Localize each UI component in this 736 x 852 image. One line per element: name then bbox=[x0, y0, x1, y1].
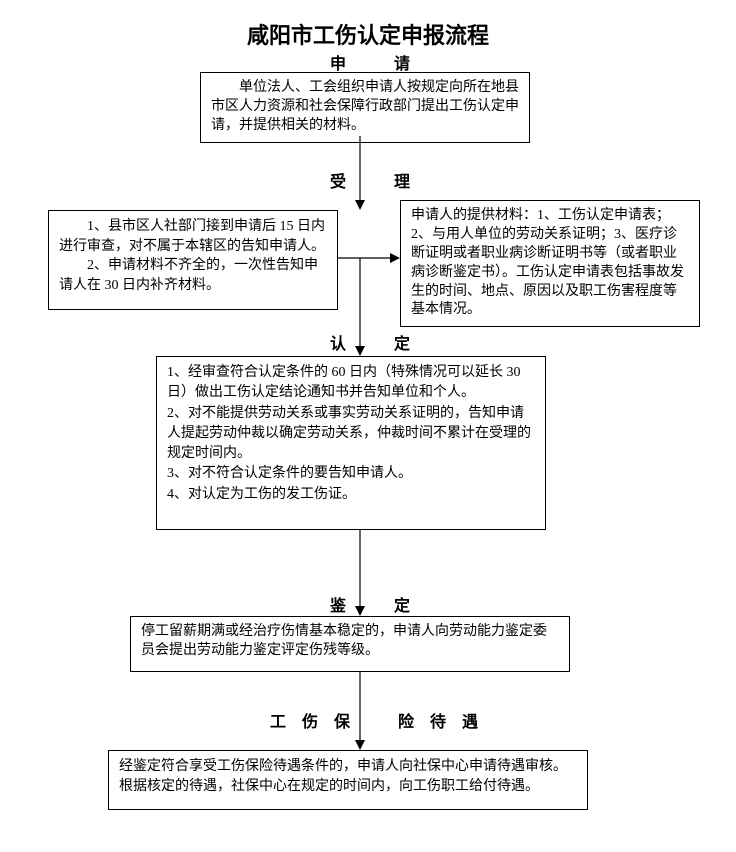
box-apply: 单位法人、工会组织申请人按规定向所在地县市区人力资源和社会保障行政部门提出工伤认… bbox=[200, 72, 530, 143]
box-line: 单位法人、工会组织申请人按规定向所在地县市区人力资源和社会保障行政部门提出工伤认… bbox=[211, 79, 519, 136]
page-title: 咸阳市工伤认定申报流程 bbox=[0, 18, 736, 50]
stage-apply-label: 申 请 bbox=[330, 50, 426, 74]
stage-accept-label: 受 理 bbox=[330, 168, 426, 192]
box-line: 申请人的提供材料：1、工伤认定申请表；2、与用人单位的劳动关系证明；3、医疗诊断… bbox=[411, 207, 689, 320]
box-line: 1、经审查符合认定条件的 60 日内（特殊情况可以延长 30 日）做出工伤认定结… bbox=[167, 363, 535, 404]
stage-assess-label: 鉴 定 bbox=[330, 592, 426, 616]
box-confirm: 1、经审查符合认定条件的 60 日内（特殊情况可以延长 30 日）做出工伤认定结… bbox=[156, 356, 546, 530]
box-line: 2、申请材料不齐全的，一次性告知申请人在 30 日内补齐材料。 bbox=[59, 256, 327, 295]
box-line: 1、县市区人社部门接到申请后 15 日内进行审查，对不属于本辖区的告知申请人。 bbox=[59, 217, 327, 256]
stage-benefit-label: 工伤保 险待遇 bbox=[270, 708, 494, 732]
box-accept-left: 1、县市区人社部门接到申请后 15 日内进行审查，对不属于本辖区的告知申请人。 … bbox=[48, 210, 338, 310]
box-line: 4、对认定为工伤的发工伤证。 bbox=[167, 485, 535, 505]
box-line: 2、对不能提供劳动关系或事实劳动关系证明的，告知申请人提起劳动仲裁以确定劳动关系… bbox=[167, 404, 535, 465]
box-line: 经鉴定符合享受工伤保险待遇条件的，申请人向社保中心申请待遇审核。根据核定的待遇，… bbox=[119, 757, 577, 798]
box-line: 停工留薪期满或经治疗伤情基本稳定的，申请人向劳动能力鉴定委员会提出劳动能力鉴定评… bbox=[141, 623, 559, 661]
box-benefit: 经鉴定符合享受工伤保险待遇条件的，申请人向社保中心申请待遇审核。根据核定的待遇，… bbox=[108, 750, 588, 810]
box-accept-right: 申请人的提供材料：1、工伤认定申请表；2、与用人单位的劳动关系证明；3、医疗诊断… bbox=[400, 200, 700, 327]
stage-confirm-label: 认 定 bbox=[330, 330, 426, 354]
box-line: 3、对不符合认定条件的要告知申请人。 bbox=[167, 464, 535, 484]
box-assess: 停工留薪期满或经治疗伤情基本稳定的，申请人向劳动能力鉴定委员会提出劳动能力鉴定评… bbox=[130, 616, 570, 672]
